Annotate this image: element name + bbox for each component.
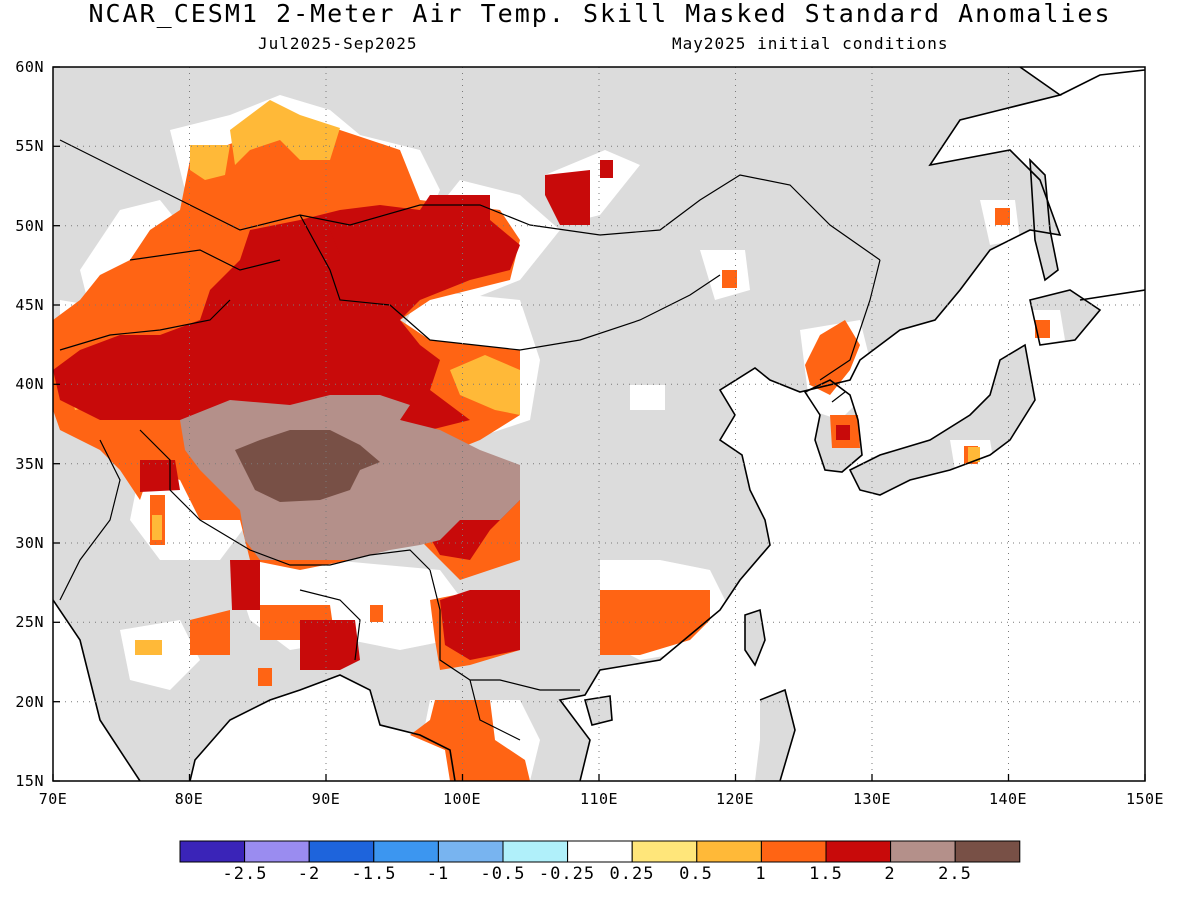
- lat-label: 35N: [15, 455, 44, 473]
- colorbar-swatch: [502, 840, 569, 863]
- colorbar-swatch: [567, 840, 633, 863]
- colorbar-swatch: [696, 840, 762, 863]
- colorbar-label: 1: [755, 864, 767, 884]
- colorbar-label: -1.5: [351, 864, 397, 884]
- colorbar-label: -0.5: [480, 864, 526, 884]
- colorbar: [179, 840, 1021, 863]
- lat-label: 15N: [15, 772, 44, 790]
- lat-label: 45N: [15, 296, 44, 314]
- lat-label: 50N: [15, 217, 44, 235]
- initial-conditions: May2025 initial conditions: [672, 34, 949, 53]
- colorbar-label: -0.25: [538, 864, 596, 884]
- axis-ticks: [52, 66, 1146, 782]
- coastlines: [53, 67, 1145, 781]
- land-sakhalin: [1030, 160, 1058, 280]
- lon-label: 100E: [442, 790, 482, 808]
- lon-label: 140E: [988, 790, 1028, 808]
- lat-label: 40N: [15, 375, 44, 393]
- lon-label: 110E: [579, 790, 619, 808]
- colorbar-swatch: [825, 840, 892, 863]
- colorbar-swatch: [308, 840, 375, 863]
- colorbar-label: -2: [297, 864, 321, 884]
- country-borders: [59, 139, 881, 741]
- colorbar-swatch: [954, 840, 1021, 863]
- map-title: NCAR_CESM1 2-Meter Air Temp. Skill Maske…: [88, 0, 1112, 28]
- lat-label: 60N: [15, 58, 44, 76]
- colorbar-swatch: [890, 840, 956, 863]
- forecast-period: Jul2025-Sep2025: [258, 34, 418, 53]
- colorbar-label: 1.5: [809, 864, 843, 884]
- colorbar-label: 0.25: [609, 864, 655, 884]
- graticule: [53, 67, 1145, 781]
- lat-label: 30N: [15, 534, 44, 552]
- colorbar-swatch: [244, 840, 310, 863]
- colorbar-swatch: [437, 840, 504, 863]
- colorbar-label: 2: [884, 864, 896, 884]
- lon-label: 80E: [174, 790, 204, 808]
- colorbar-swatch: [179, 840, 246, 863]
- land-japan: [850, 345, 1035, 495]
- colorbar-label: -2.5: [222, 864, 268, 884]
- land-hainan: [585, 696, 612, 725]
- lat-label: 25N: [15, 613, 44, 631]
- colorbar-swatch: [373, 840, 439, 863]
- lon-label: 120E: [715, 790, 755, 808]
- land-luzon: [755, 690, 795, 781]
- colorbar-swatch: [760, 840, 827, 863]
- colorbar-label: 0.5: [679, 864, 713, 884]
- colorbar-swatch: [631, 840, 698, 863]
- lon-label: 70E: [38, 790, 68, 808]
- colorbar-label: 2.5: [938, 864, 972, 884]
- lat-label: 55N: [15, 137, 44, 155]
- lat-label: 20N: [15, 693, 44, 711]
- lon-label: 130E: [852, 790, 892, 808]
- lon-label: 150E: [1125, 790, 1165, 808]
- lon-label: 90E: [311, 790, 341, 808]
- colorbar-label: -1: [426, 864, 450, 884]
